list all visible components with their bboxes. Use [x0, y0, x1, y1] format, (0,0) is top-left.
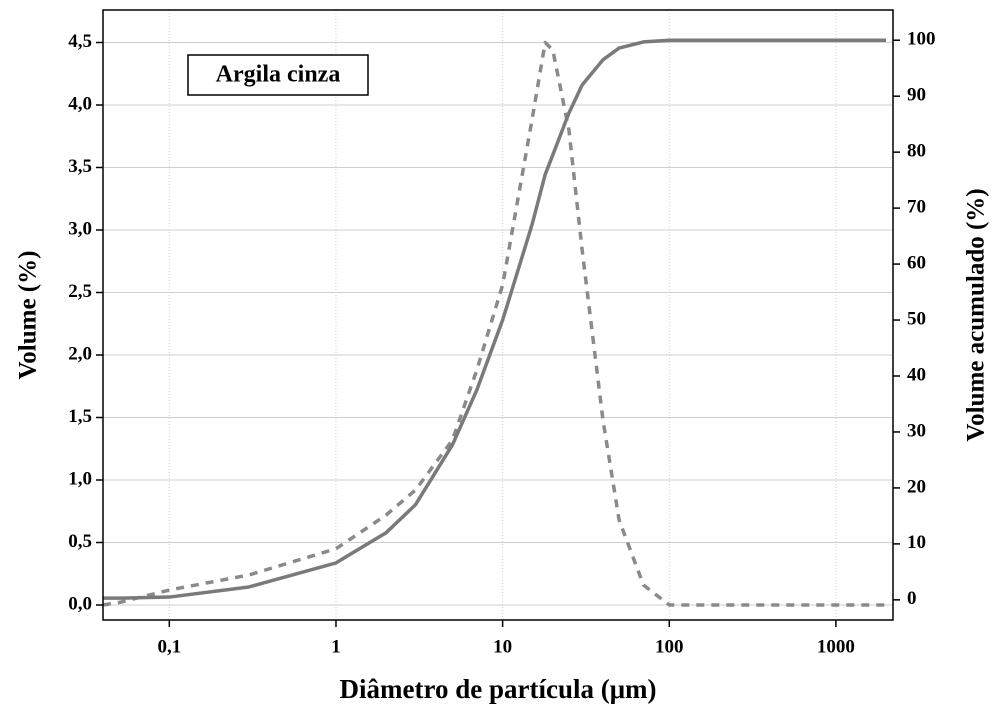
annotation-box	[187, 54, 369, 96]
x-tick-label: 0,1	[157, 636, 181, 657]
y2-tick-label: 20	[907, 476, 926, 497]
annotation: Argila cinza	[216, 62, 341, 88]
y2-tick-label: 80	[907, 141, 926, 162]
y-tick-label: 2,0	[68, 343, 92, 364]
y-tick-label: 4,0	[68, 93, 92, 114]
x-tick-label: 10	[493, 636, 512, 657]
y2-tick-label: 40	[907, 364, 926, 385]
y2-tick-label: 50	[907, 308, 926, 329]
x-tick-label: 1000	[817, 636, 855, 657]
y-tick-label: 2,5	[68, 281, 92, 302]
x-axis-label: Diâmetro de partícula (μm)	[340, 674, 657, 704]
y2-tick-label: 10	[907, 532, 926, 553]
y-tick-label: 0,0	[68, 593, 92, 614]
y-tick-label: 0,5	[68, 531, 92, 552]
series-line	[102, 40, 887, 607]
y2-tick-label: 70	[907, 196, 926, 217]
x-tick-label: 100	[655, 636, 684, 657]
y2-tick-label: 90	[907, 85, 926, 106]
y2-tick-label: 0	[907, 588, 917, 609]
series-line	[103, 38, 887, 600]
y2-tick-label: 100	[907, 29, 936, 50]
plot-frame	[102, 9, 894, 621]
x-tick-label: 1	[331, 636, 341, 657]
y2-tick-label: 60	[907, 252, 926, 273]
plot-area	[103, 10, 893, 620]
y-tick-label: 1,0	[68, 468, 92, 489]
y-tick-label: 4,5	[68, 31, 92, 52]
y-tick-label: 1,5	[68, 406, 92, 427]
y-tick-label: 3,0	[68, 218, 92, 239]
y2-axis-label: Volume acumulado (%)	[963, 188, 990, 441]
y2-tick-label: 30	[907, 420, 926, 441]
y-tick-label: 3,5	[68, 156, 92, 177]
y-axis-label: Volume (%)	[15, 251, 42, 380]
